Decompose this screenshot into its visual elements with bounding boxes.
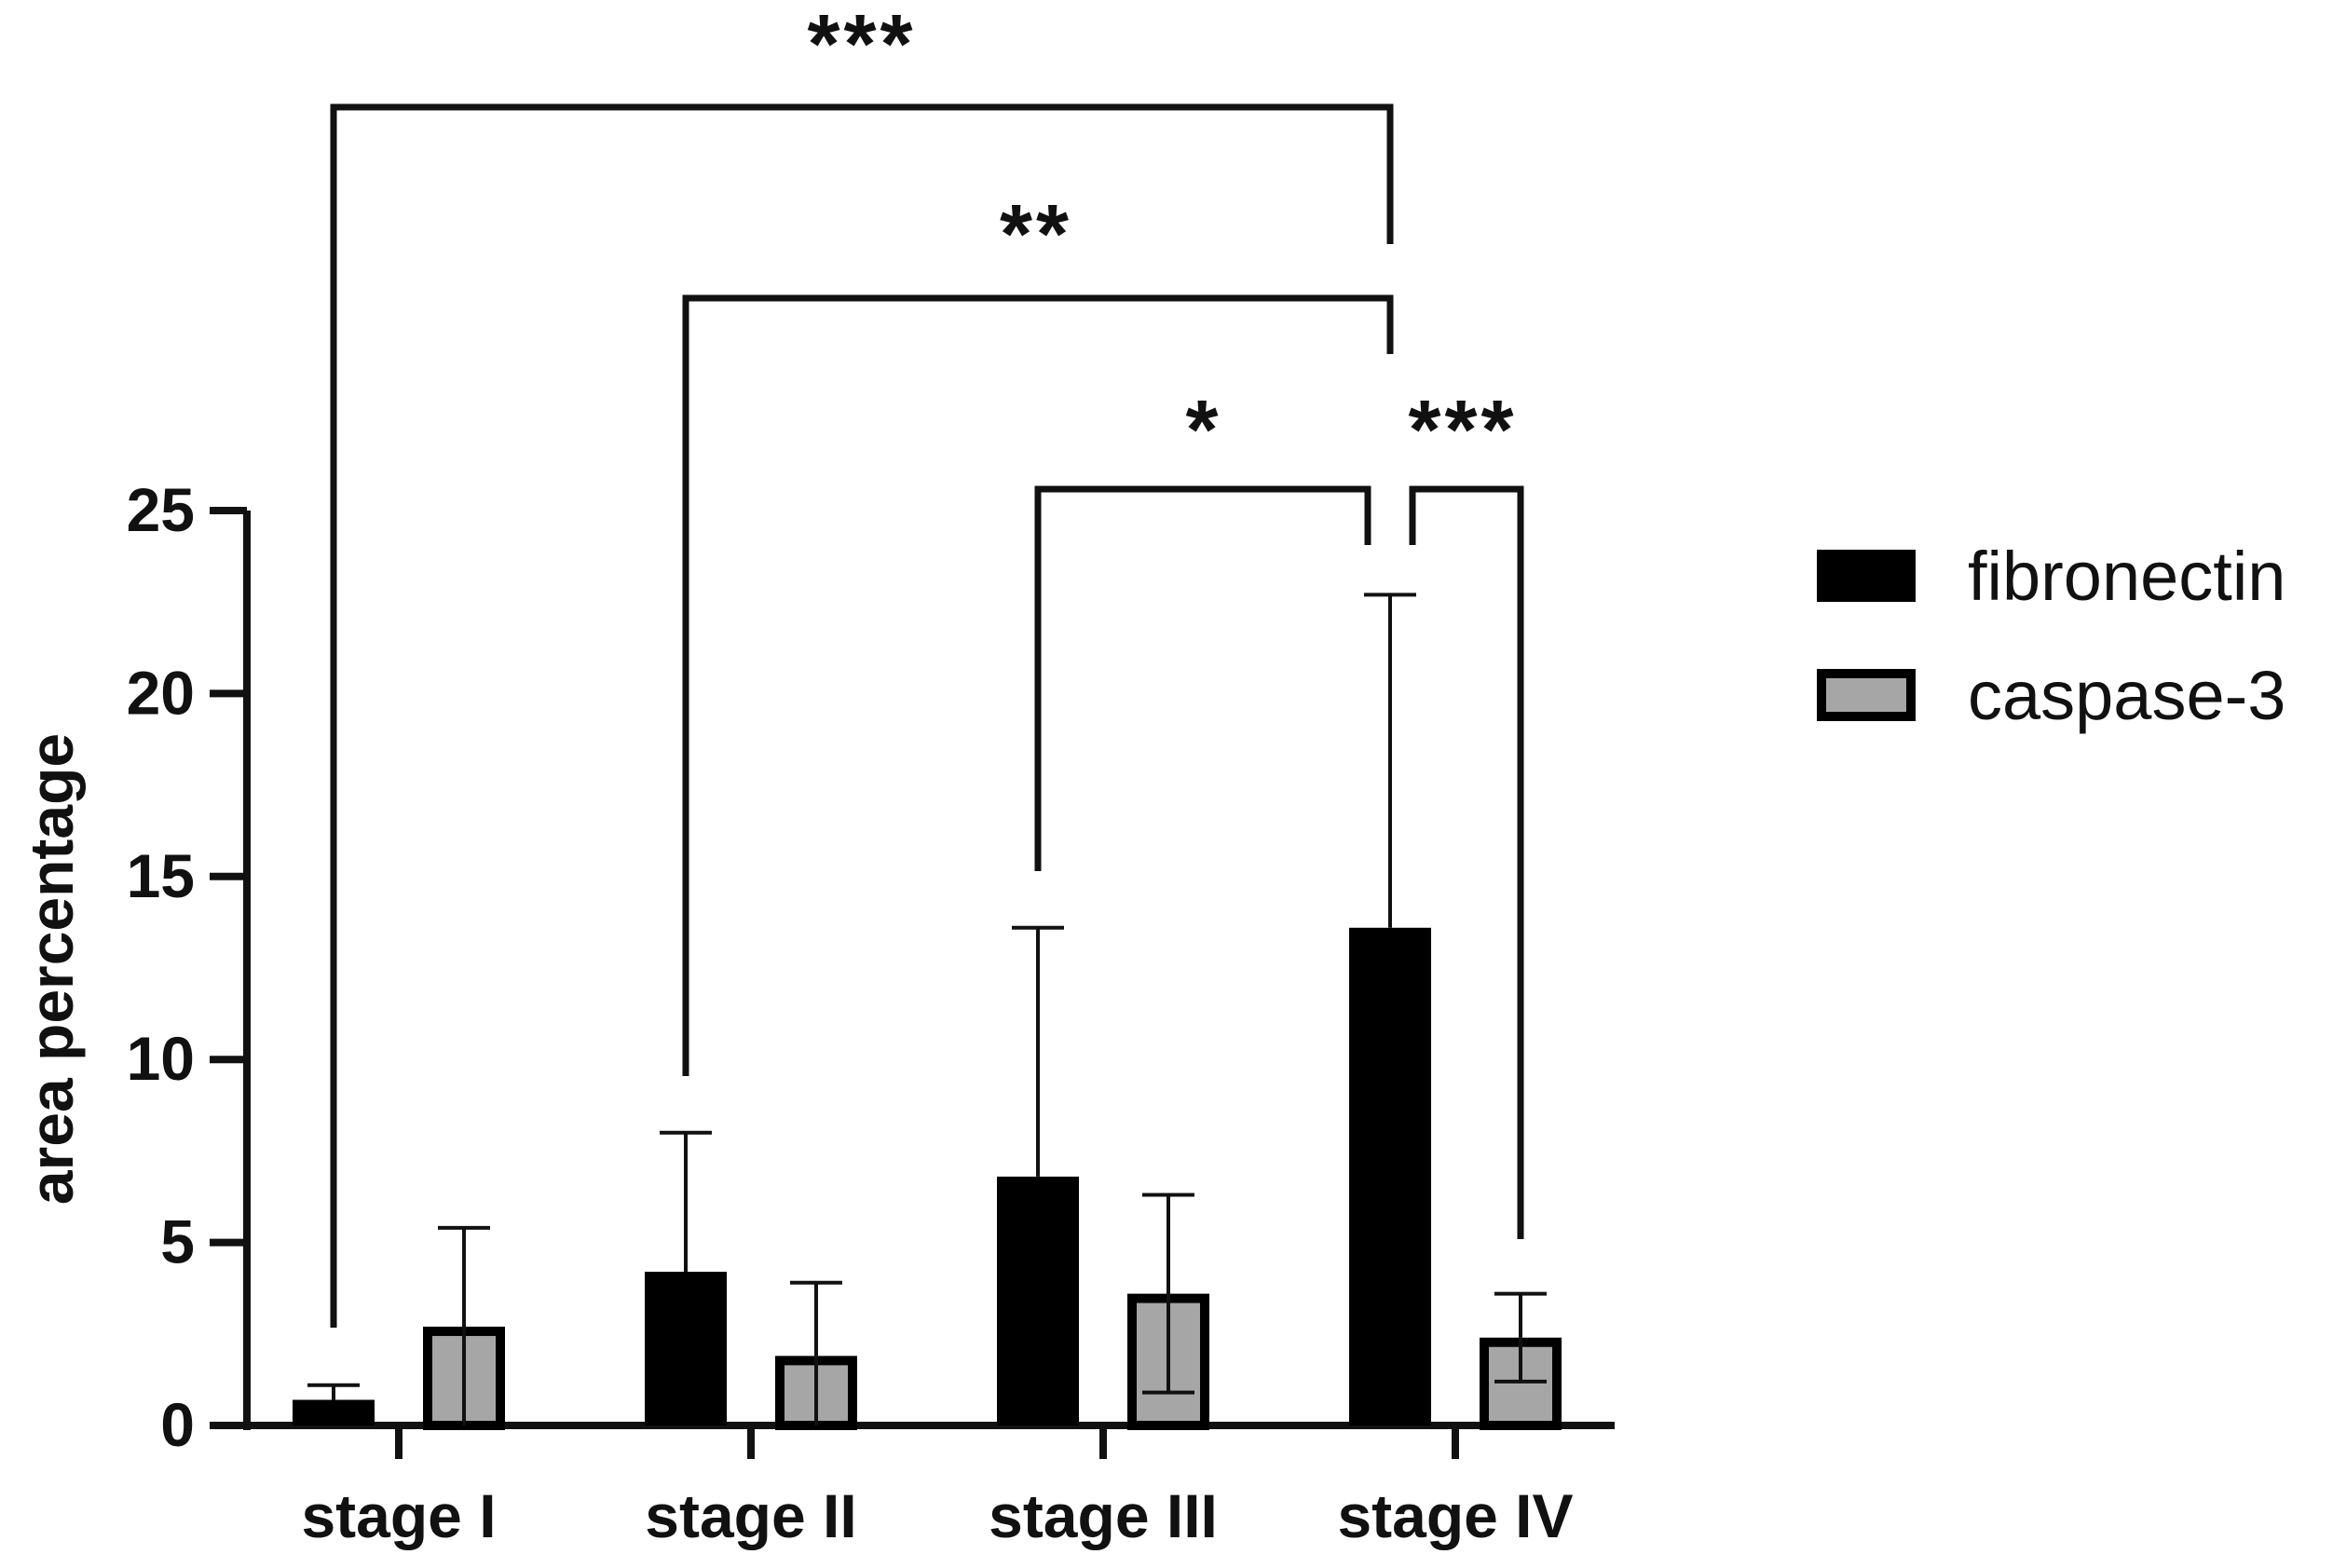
y-axis-ticks: 0 5 10 15 20 25	[127, 475, 247, 1459]
bar-fibronectin-stage-IV	[1349, 927, 1431, 1425]
y-axis-title: area percentage	[17, 733, 86, 1205]
x-tick-label-stage-IV: stage IV	[1337, 1481, 1573, 1550]
bar-fibronectin-stage-III	[997, 1176, 1079, 1425]
x-tick-label-stage-I: stage I	[301, 1481, 496, 1550]
legend-swatch-caspase-3	[1817, 669, 1916, 721]
significance-bracket-2	[1034, 485, 1371, 871]
significance-label-3: ***	[1408, 384, 1517, 477]
bars	[293, 593, 1562, 1431]
x-axis-ticks: stage I stage II stage III stage IV	[301, 1425, 1574, 1550]
significance-bracket-3	[1409, 485, 1524, 1239]
significance-label-0: ***	[807, 0, 916, 91]
bar-fibronectin-stage-II	[645, 1272, 727, 1425]
legend-swatch-fibronectin	[1817, 550, 1916, 602]
y-tick-label-5: 5	[160, 1207, 195, 1276]
legend-label-fibronectin: fibronectin	[1968, 538, 2285, 615]
legend-label-caspase-3: caspase-3	[1968, 657, 2285, 734]
x-tick-label-stage-III: stage III	[989, 1481, 1218, 1550]
significance-bracket-0	[330, 103, 1394, 1328]
y-tick-label-20: 20	[127, 658, 195, 727]
y-tick-label-25: 25	[127, 475, 195, 544]
significance-label-1: **	[1000, 188, 1072, 281]
significance-brackets: ****** ***	[330, 0, 1524, 1328]
significance-label-2: *	[1185, 384, 1221, 477]
x-tick-label-stage-II: stage II	[645, 1481, 856, 1550]
legend: fibronectin caspase-3	[1817, 538, 2285, 734]
y-tick-label-0: 0	[160, 1390, 195, 1459]
significance-bracket-1	[682, 294, 1394, 1076]
y-tick-label-15: 15	[127, 841, 195, 910]
bar-fibronectin-stage-I	[293, 1399, 375, 1425]
y-tick-label-10: 10	[127, 1024, 195, 1093]
